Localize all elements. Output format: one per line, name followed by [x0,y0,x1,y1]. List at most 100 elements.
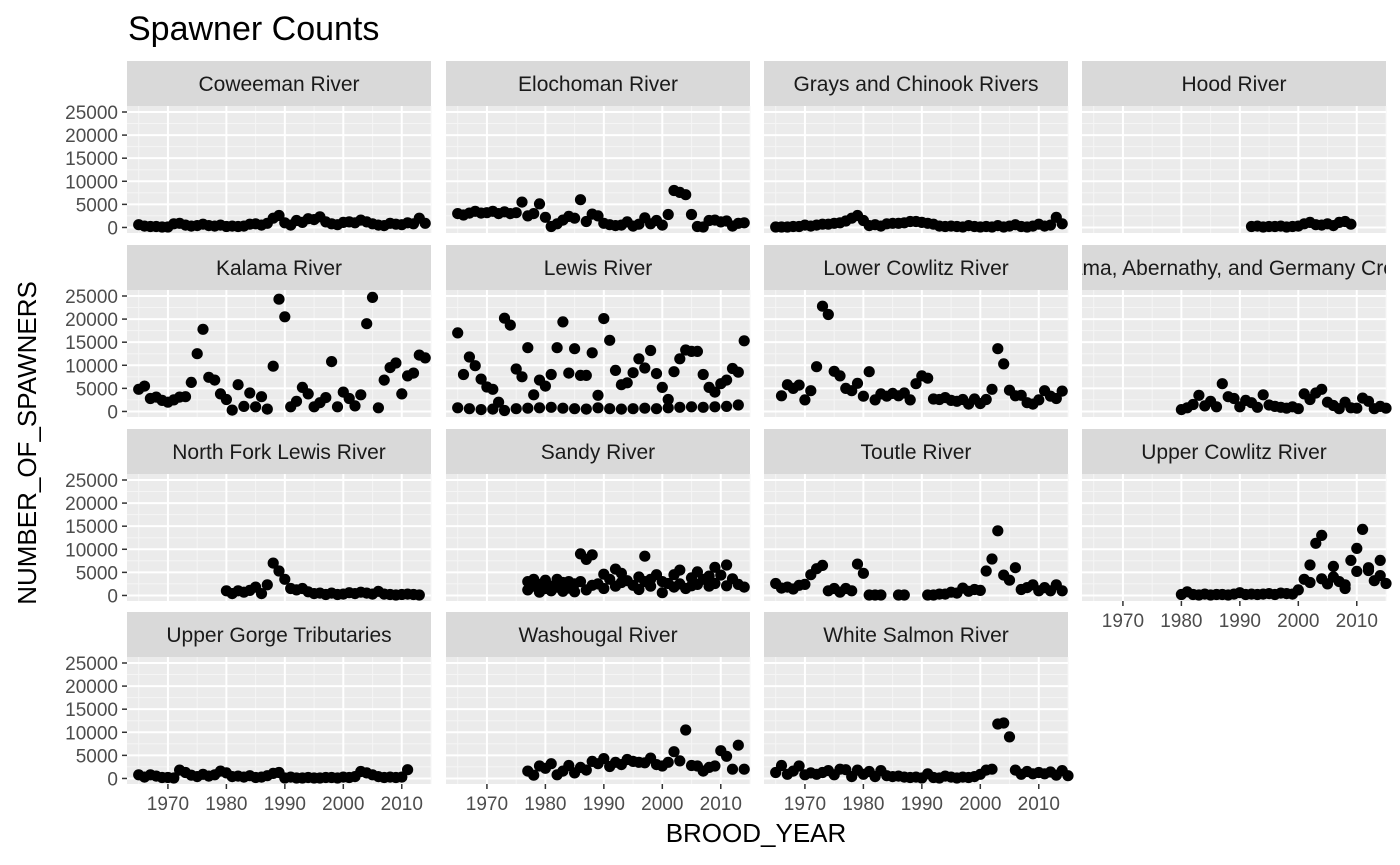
panel-elochoman-river: Elochoman River [446,61,751,233]
data-point [857,567,870,579]
data-point [1362,562,1375,574]
data-point [1351,402,1363,414]
data-point [1003,731,1016,743]
data-point [592,389,604,401]
data-point [580,369,592,381]
data-point [680,724,692,736]
panel-north-fork-lewis-river: North Fork Lewis River 050001000015000200… [65,429,432,607]
data-point [551,342,563,354]
data-point [302,388,314,400]
data-point [261,579,273,591]
data-point [639,550,651,562]
data-point [662,756,674,768]
panel-lewis-river: Lewis River [446,245,751,417]
strip-label: Toutle River [861,441,972,464]
data-point [732,399,744,411]
data-point [1292,403,1304,415]
data-point [1033,394,1045,406]
data-point [1345,218,1357,230]
data-point [545,401,557,413]
data-point [1292,584,1304,596]
x-tick-label: 2010 [381,794,423,815]
data-point [662,208,674,221]
y-tick-label: 5000 [76,195,118,216]
data-point [604,334,616,346]
data-point [1374,570,1386,582]
data-point [475,404,487,416]
data-point [793,379,805,391]
panel-upper-gorge-tributaries: Upper Gorge Tributaries05000100001500020… [65,612,432,815]
strip-label: White Salmon River [823,624,1009,647]
data-point [875,589,887,601]
data-point [1193,389,1205,401]
data-point [510,403,522,415]
data-point [697,368,709,381]
data-point [738,581,750,593]
data-point [539,211,552,223]
data-point [775,759,788,772]
data-point [822,308,834,321]
data-point [980,393,992,406]
data-point [569,343,581,355]
data-point [279,311,291,323]
data-point [469,360,481,372]
data-point [452,327,464,339]
data-point [598,582,610,595]
data-point [463,351,475,363]
data-point [355,389,367,401]
data-point [487,403,499,415]
data-point [522,342,534,354]
x-tick-label: 2010 [700,794,742,815]
data-point [463,403,475,415]
data-point [721,374,733,386]
data-point [402,764,414,776]
data-point [545,368,557,381]
data-point [378,374,390,386]
data-point [1339,582,1351,595]
data-point [851,377,864,389]
x-axis-title: BROOD_YEAR [666,818,847,848]
data-point [179,391,192,403]
x-tick-label: 2000 [1277,611,1319,632]
data-point [1251,401,1263,413]
strip-background [764,429,1068,474]
data-point [1009,562,1022,574]
data-point [1056,385,1068,397]
x-tick-label: 2010 [1018,794,1060,815]
data-point [586,347,598,359]
panel-sandy-river: Sandy River [446,429,751,601]
data-point [998,717,1010,729]
data-point [732,366,744,378]
data-point [1327,571,1339,583]
data-point [793,760,805,772]
data-point [691,345,704,357]
strip-background [1082,245,1386,290]
x-tick-label: 2000 [959,794,1001,815]
data-point [238,400,250,412]
data-point [528,389,540,401]
data-point [528,208,540,220]
data-point [232,379,244,391]
data-point [255,588,268,600]
data-point [510,207,522,219]
data-point [510,363,522,375]
data-point [1210,401,1223,413]
data-point [639,402,651,414]
data-point [986,553,998,565]
x-tick-label: 1990 [1219,611,1261,632]
data-point [244,387,256,399]
data-point [168,772,180,784]
panel-upper-cowlitz-river: Upper Cowlitz River 1970 1980 1990 2000 2010 [1082,429,1392,632]
data-point [816,559,829,572]
data-point [197,323,209,335]
y-tick-label: 15000 [65,700,118,721]
x-tick-label: 1970 [147,794,189,815]
data-point [574,576,587,588]
data-point [709,401,721,413]
data-point [721,400,733,412]
data-point [273,565,285,577]
data-point [1380,577,1392,590]
data-point [1310,537,1322,549]
x-tick-label: 2010 [1336,611,1378,632]
